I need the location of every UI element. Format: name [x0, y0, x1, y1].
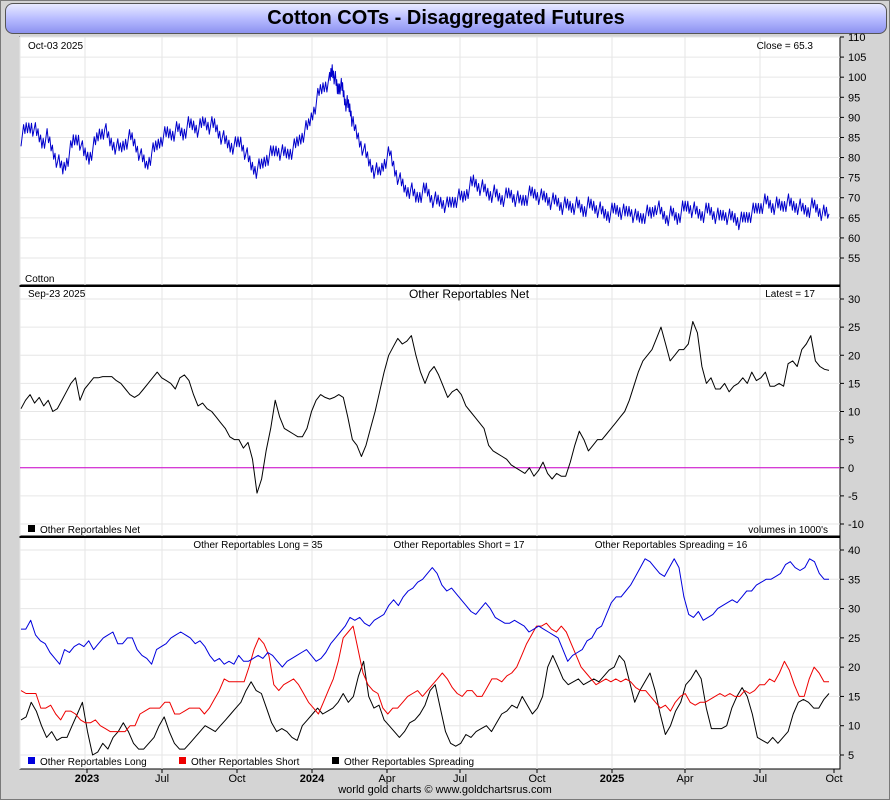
short-line: [20, 622, 829, 733]
spreading-value-label: Other Reportables Spreading = 16: [595, 540, 748, 551]
net-y-tick-label: 5: [848, 435, 854, 447]
units-note: volumes in 1000's: [748, 525, 828, 536]
x-tick-label: Jul: [753, 773, 767, 785]
long-line: [21, 558, 829, 668]
spreading-legend-swatch: [332, 757, 339, 764]
positions-panel-bg: [19, 536, 841, 770]
short-legend-swatch: [179, 757, 186, 764]
x-tick-label: Oct: [825, 773, 842, 785]
price-close-label: Close = 65.3: [757, 41, 814, 52]
x-tick-label: 2025: [600, 773, 624, 785]
price-y-tick-label: 100: [848, 72, 866, 84]
price-y-tick-label: 70: [848, 193, 860, 205]
price-panel-bg: [19, 36, 841, 286]
short-legend-label: Other Reportables Short: [191, 757, 300, 768]
positions-y-tick-label: 20: [848, 662, 860, 674]
x-tick-label: Apr: [378, 773, 395, 785]
footer-credit: world gold charts © www.goldchartsrus.co…: [338, 784, 552, 796]
price-y-tick-label: 110: [848, 32, 866, 44]
spreading-legend-label: Other Reportables Spreading: [344, 757, 474, 768]
x-tick-label: Jul: [155, 773, 169, 785]
net-legend-label: Other Reportables Net: [40, 525, 140, 536]
page-title: Cotton COTs - Disaggregated Futures: [267, 7, 625, 29]
positions-y-tick-label: 10: [848, 721, 860, 733]
price-date-label: Oct-03 2025: [28, 41, 83, 52]
title-bar: Cotton COTs - Disaggregated Futures: [5, 3, 887, 34]
price-y-tick-label: 80: [848, 153, 860, 165]
x-tick-label: 2024: [300, 773, 325, 785]
long-value-label: Other Reportables Long = 35: [193, 540, 323, 551]
net-latest-label: Latest = 17: [765, 289, 815, 300]
long-legend-swatch: [28, 757, 35, 764]
price-y-tick-label: 105: [848, 52, 866, 64]
price-y-tick-label: 65: [848, 213, 860, 225]
positions-y-tick-label: 40: [848, 545, 860, 557]
net-y-tick-label: 20: [848, 350, 860, 362]
positions-y-tick-label: 30: [848, 604, 860, 616]
net-y-tick-label: 30: [848, 294, 860, 306]
net-line: [20, 321, 830, 494]
price-y-tick-label: 85: [848, 132, 860, 144]
net-y-tick-label: 15: [848, 378, 860, 390]
x-tick-label: Oct: [228, 773, 245, 785]
x-tick-label: 2023: [75, 773, 99, 785]
net-y-tick-label: -5: [848, 491, 858, 503]
net-y-tick-label: 10: [848, 407, 860, 419]
net-panel: -10 -5 0 5 10 15 20 25 30 Sep-23 2025 Other Repo…: [19, 285, 864, 537]
net-y-tick-label: 0: [848, 463, 854, 475]
price-y-tick-label: 55: [848, 253, 860, 265]
positions-y-tick-label: 5: [848, 750, 854, 762]
price-y-tick-label: 95: [848, 92, 860, 104]
price-y-tick-label: 60: [848, 233, 860, 245]
net-y-tick-label: 25: [848, 322, 860, 334]
net-panel-title: Other Reportables Net: [409, 287, 530, 301]
net-date-label: Sep-23 2025: [28, 289, 86, 300]
positions-y-tick-label: 35: [848, 574, 860, 586]
net-y-tick-label: -10: [848, 519, 864, 531]
long-legend-label: Other Reportables Long: [40, 757, 147, 768]
x-tick-label: Oct: [528, 773, 545, 785]
x-tick-label: Jul: [453, 773, 467, 785]
price-series-label: Cotton: [25, 274, 54, 285]
price-y-tick-label: 90: [848, 112, 860, 124]
short-value-label: Other Reportables Short = 17: [394, 540, 525, 551]
positions-y-tick-label: 15: [848, 691, 860, 703]
spreading-line: [20, 654, 830, 756]
price-y-tick-label: 75: [848, 173, 860, 185]
x-tick-label: Apr: [676, 773, 693, 785]
positions-y-tick-label: 25: [848, 633, 860, 645]
net-legend-swatch: [28, 525, 35, 532]
price-line: [20, 64, 830, 231]
